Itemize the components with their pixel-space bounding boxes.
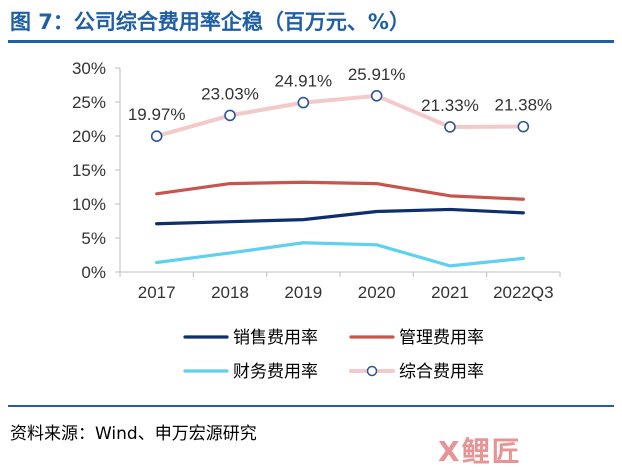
series-line-3 bbox=[154, 93, 526, 139]
data-label: 23.03% bbox=[201, 84, 259, 103]
chart-series bbox=[150, 90, 530, 268]
y-tick-label: 30% bbox=[72, 59, 106, 78]
figure-title: 图 7：公司综合费用率企稳（百万元、%） bbox=[10, 10, 410, 34]
line-chart: 0% 5% 10% 15% 20% 25% 30% 2017 2018 2019 2020 2021… bbox=[72, 59, 561, 382]
data-label: 21.38% bbox=[494, 96, 552, 115]
title-divider bbox=[8, 40, 614, 43]
x-tick-label: 2020 bbox=[358, 283, 396, 302]
series-line-1 bbox=[155, 180, 525, 201]
data-label: 19.97% bbox=[128, 105, 186, 124]
x-tick-label: 2022Q3 bbox=[493, 283, 554, 302]
source-divider bbox=[8, 405, 614, 407]
y-tick-label: 10% bbox=[72, 195, 106, 214]
watermark-logo: X鲤匠 bbox=[438, 435, 522, 468]
data-point-marker bbox=[297, 96, 310, 109]
y-tick-label: 20% bbox=[72, 127, 106, 146]
y-tick-label: 5% bbox=[81, 229, 106, 248]
y-tick-label: 25% bbox=[72, 93, 106, 112]
legend-marker bbox=[366, 365, 378, 377]
data-point-marker bbox=[370, 90, 383, 102]
y-axis: 0% 5% 10% 15% 20% 25% 30% bbox=[72, 59, 121, 282]
data-point-marker bbox=[517, 120, 530, 133]
x-axis: 2017 2018 2019 2020 2021 2022Q3 bbox=[119, 271, 561, 302]
y-tick-label: 0% bbox=[81, 263, 106, 282]
y-tick-label: 15% bbox=[72, 161, 106, 180]
data-label: 25.91% bbox=[348, 65, 406, 84]
x-tick-label: 2017 bbox=[138, 283, 176, 302]
legend-label: 销售费用率 bbox=[233, 328, 318, 348]
data-point-marker bbox=[224, 109, 236, 122]
series-line-0 bbox=[155, 207, 525, 226]
legend-label: 综合费用率 bbox=[399, 362, 484, 382]
data-label: 21.33% bbox=[421, 96, 479, 115]
legend-label: 财务费用率 bbox=[233, 362, 318, 382]
data-point-marker bbox=[150, 130, 163, 143]
source-note: 资料来源：Wind、申万宏源研究 bbox=[10, 424, 257, 444]
series-line-2 bbox=[155, 241, 525, 268]
data-point-marker bbox=[444, 121, 456, 133]
x-tick-label: 2019 bbox=[284, 283, 322, 302]
x-tick-label: 2018 bbox=[211, 283, 249, 302]
legend-label: 管理费用率 bbox=[399, 328, 484, 348]
data-label: 24.91% bbox=[274, 72, 332, 91]
x-tick-label: 2021 bbox=[431, 283, 469, 302]
data-labels: 19.97% 23.03% 24.91% 25.91% 21.33% 21.38% bbox=[128, 65, 552, 124]
